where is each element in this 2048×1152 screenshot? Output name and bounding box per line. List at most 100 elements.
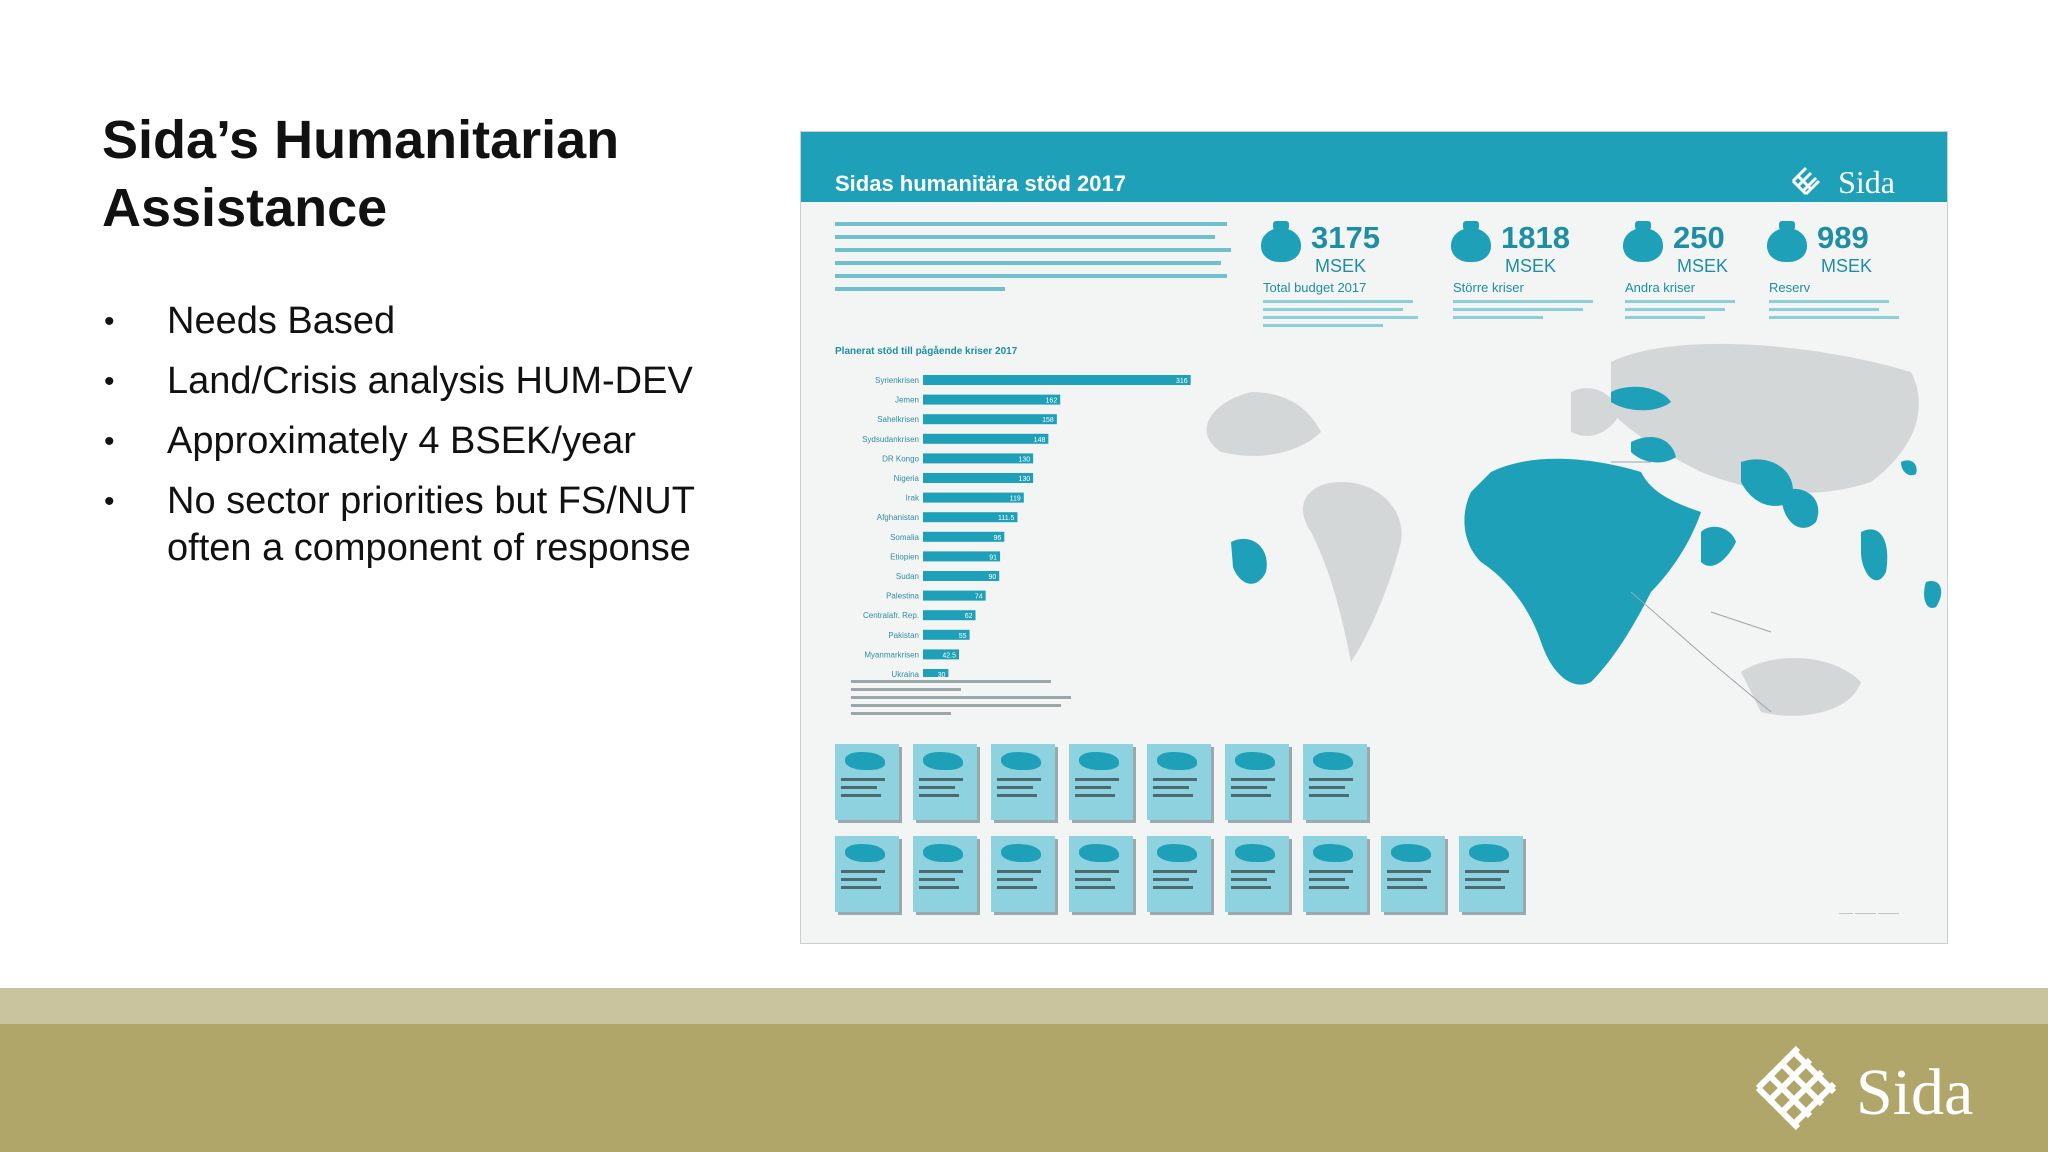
- budget-value: 250: [1673, 220, 1725, 255]
- bar-category-label: Myanmarkrisen: [864, 650, 919, 659]
- budget-value: 1818: [1501, 220, 1570, 255]
- country-card: [1225, 744, 1289, 820]
- bar-value-label: 30: [938, 672, 946, 677]
- bar: [923, 531, 1005, 542]
- bar-category-label: Afghanistan: [877, 513, 919, 522]
- infographic-stamp: —— ——— ———: [1839, 910, 1899, 917]
- country-card: [991, 836, 1055, 912]
- country-card: [913, 744, 977, 820]
- bar-value-label: 162: [1046, 398, 1058, 405]
- budget-unit: MSEK: [1677, 256, 1729, 276]
- bar: [923, 571, 1000, 581]
- bar-value-label: 316: [1176, 378, 1188, 385]
- footer-band-dark: [0, 1024, 2048, 1152]
- bar: [923, 590, 986, 601]
- country-card: [1381, 836, 1445, 912]
- intro-paragraph: [835, 220, 1235, 304]
- footnotes: [851, 680, 1091, 720]
- bar-category-label: Nigeria: [894, 474, 920, 483]
- bullet-item: Needs Based: [102, 298, 742, 345]
- bar: [923, 453, 1034, 464]
- bar-category-label: Etiopien: [890, 552, 919, 561]
- bar-category-label: Irak: [906, 494, 920, 503]
- budget-value: 3175: [1311, 220, 1380, 255]
- bar: [923, 433, 1049, 444]
- bar-value-label: 90: [988, 574, 996, 581]
- bar-value-label: 130: [1018, 476, 1030, 483]
- world-map: [1206, 343, 1942, 716]
- country-card: [835, 744, 899, 820]
- bar: [923, 394, 1061, 405]
- country-card: [1147, 744, 1211, 820]
- country-card: [1459, 836, 1523, 912]
- bar-value-label: 74: [975, 594, 983, 601]
- country-card: [1069, 836, 1133, 912]
- bar: [923, 629, 970, 640]
- country-card: [1069, 744, 1133, 820]
- money-bag-icon: [1767, 221, 1807, 262]
- bar-value-label: 148: [1034, 437, 1046, 444]
- country-card: [1303, 836, 1367, 912]
- bar: [923, 610, 976, 621]
- bar-category-label: Palestina: [886, 592, 919, 601]
- sida-logo-icon: [1791, 166, 1821, 196]
- bar-value-label: 55: [959, 633, 967, 640]
- budget-label: Total budget 2017: [1263, 280, 1367, 295]
- bar-value-label: 42.5: [942, 652, 956, 659]
- bar-value-label: 62: [965, 613, 973, 620]
- bullet-item: Land/Crisis analysis HUM-DEV: [102, 358, 742, 405]
- sida-logo-icon: [1755, 1045, 1837, 1131]
- bar-value-label: 96: [994, 535, 1002, 542]
- slide-title: Sida’s Humanitarian Assistance: [102, 110, 620, 238]
- bar: [923, 414, 1057, 425]
- budget-unit: MSEK: [1315, 256, 1367, 276]
- footer-logo-text: Sida: [1856, 1056, 1973, 1129]
- budget-major-crises: 1818 MSEK Större kriser: [1451, 220, 1631, 350]
- bar-category-label: Ukraina: [891, 670, 919, 677]
- bar-category-label: Syrienkrisen: [875, 376, 919, 385]
- bar: [923, 473, 1034, 483]
- budget-total: 3175 MSEK Total budget 2017: [1261, 220, 1441, 350]
- money-bag-icon: [1451, 221, 1491, 262]
- budget-reserve: 989 MSEK Reserv: [1767, 220, 1947, 350]
- bar-category-label: Sydsudankrisen: [862, 435, 919, 444]
- bar-value-label: 158: [1042, 417, 1054, 424]
- infographic-image: Sidas humanitära stöd 2017 Sida 3175 MSE…: [800, 131, 1948, 944]
- budget-value: 989: [1817, 220, 1869, 255]
- bar: [923, 512, 1018, 523]
- infographic-header: Sidas humanitära stöd 2017 Sida: [801, 132, 1947, 202]
- bar: [923, 492, 1024, 503]
- country-card: [835, 836, 899, 912]
- bar-category-label: Sudan: [896, 572, 919, 581]
- chart-title: Planerat stöd till pågående kriser 2017: [835, 346, 1018, 357]
- bar-value-label: 91: [989, 554, 997, 561]
- money-bag-icon: [1261, 221, 1301, 262]
- country-card: [1225, 836, 1289, 912]
- budget-unit: MSEK: [1821, 256, 1873, 276]
- bar: [923, 649, 959, 660]
- budget-other-crises: 250 MSEK Andra kriser: [1623, 220, 1803, 350]
- bar-category-label: Somalia: [890, 533, 919, 542]
- bar-category-label: DR Kongo: [882, 454, 919, 463]
- bar-category-label: Sahelkrisen: [877, 415, 919, 424]
- country-card: [1147, 836, 1211, 912]
- sida-footer-logo: Sida: [1755, 1045, 1973, 1131]
- budget-label: Reserv: [1769, 280, 1811, 295]
- bar-value-label: 119: [1010, 496, 1021, 503]
- budget-unit: MSEK: [1505, 256, 1557, 276]
- budget-label: Andra kriser: [1625, 280, 1696, 295]
- bullet-item: Approximately 4 BSEK/year: [102, 418, 742, 465]
- bar-category-label: Jemen: [895, 396, 919, 405]
- infographic-title: Sidas humanitära stöd 2017: [835, 171, 1126, 196]
- country-card: [991, 744, 1055, 820]
- bar: [923, 551, 1001, 562]
- bar-category-label: Pakistan: [888, 631, 919, 640]
- country-card: [1303, 744, 1367, 820]
- bar-value-label: 111.5: [998, 515, 1015, 522]
- bullet-list: Needs Based Land/Crisis analysis HUM-DEV…: [102, 298, 742, 585]
- bar-category-label: Centralafr. Rep.: [863, 611, 919, 620]
- bar: [923, 669, 949, 677]
- bullet-item: No sector priorities but FS/NUT often a …: [102, 478, 742, 572]
- footer-band-light: [0, 988, 2048, 1024]
- country-card: [913, 836, 977, 912]
